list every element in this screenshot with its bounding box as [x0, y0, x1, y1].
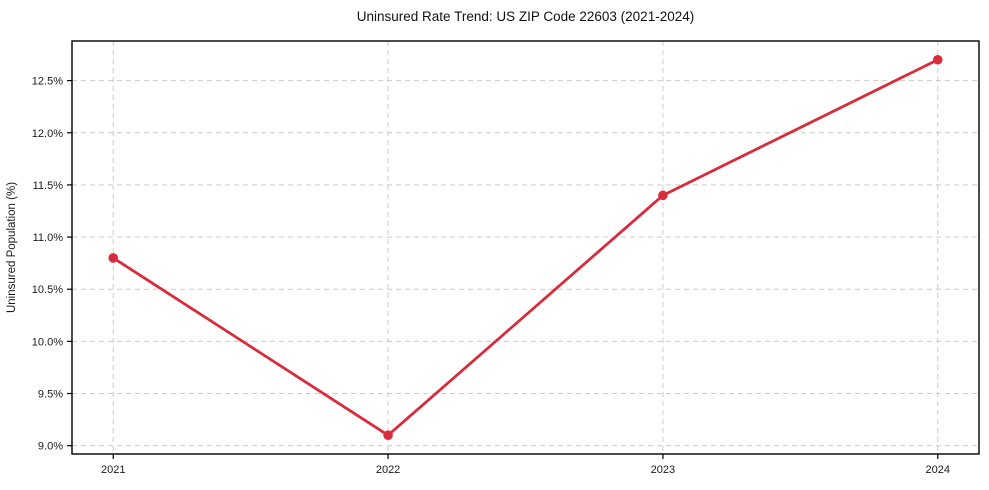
y-tick-label: 10.0% [32, 336, 63, 348]
y-tick-label: 11.0% [33, 232, 64, 244]
x-tick-label: 2021 [101, 464, 125, 476]
data-point [658, 190, 668, 201]
data-point [932, 54, 943, 65]
y-tick-label: 10.5% [32, 284, 63, 296]
x-tick-label: 2022 [376, 464, 400, 476]
series-line [111, 58, 940, 437]
y-tick-label: 12.0% [32, 128, 63, 140]
data-point [108, 253, 119, 263]
plot-border [71, 40, 980, 455]
y-tick-label: 9.0% [38, 441, 63, 453]
data-point [383, 430, 393, 441]
y-tick-label: 9.5% [38, 389, 63, 401]
x-tick-label: 2023 [651, 464, 675, 476]
plot-area: 2021 2022 2023 2024 9.0% 9.5% 10.0% 10.5% 11.0% 1… [32, 40, 980, 476]
x-tick-label: 2024 [926, 464, 950, 476]
y-tick-label: 12.5% [32, 76, 63, 88]
y-axis-label: Uninsured Population (%) [6, 182, 18, 313]
chart-title: Uninsured Rate Trend: US ZIP Code 22603 … [357, 9, 694, 24]
y-tick-label: 11.5% [33, 180, 64, 192]
